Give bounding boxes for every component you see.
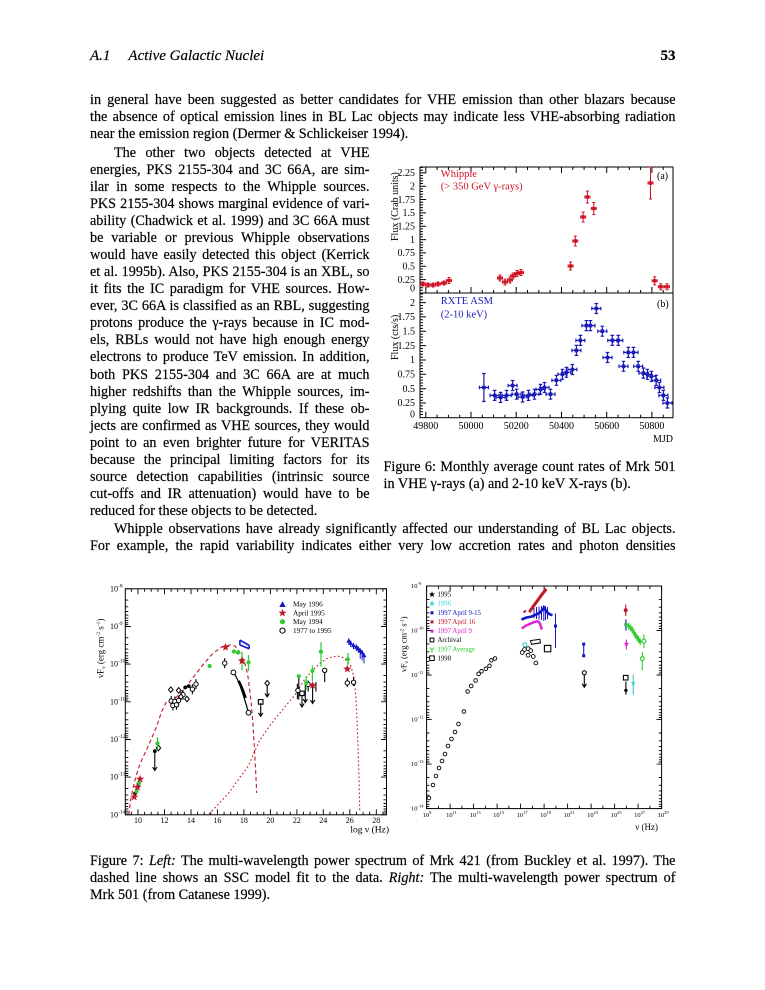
svg-text:MJD: MJD [653, 434, 673, 445]
svg-text:1: 1 [410, 355, 415, 366]
svg-text:Flux (Crab units): Flux (Crab units) [390, 172, 401, 241]
svg-text:May 1994: May 1994 [293, 617, 323, 626]
svg-text:2: 2 [410, 298, 415, 309]
svg-text:1.75: 1.75 [398, 195, 416, 206]
svg-text:Flux (cts/s): Flux (cts/s) [390, 315, 401, 360]
svg-text:Whipple: Whipple [441, 169, 477, 180]
svg-text:50800: 50800 [639, 421, 664, 432]
svg-text:109: 109 [423, 810, 433, 819]
svg-text:0.75: 0.75 [398, 370, 416, 381]
svg-text:1011: 1011 [446, 810, 457, 819]
svg-text:1.5: 1.5 [403, 208, 416, 219]
svg-text:1: 1 [410, 235, 415, 246]
svg-text:Archival: Archival [438, 637, 462, 644]
svg-text:(> 350 GeV γ-rays): (> 350 GeV γ-rays) [441, 182, 523, 193]
svg-text:10: 10 [134, 816, 142, 825]
svg-text:(2-10 keV): (2-10 keV) [441, 310, 488, 321]
svg-text:1025: 1025 [611, 810, 623, 819]
svg-text:50400: 50400 [549, 421, 574, 432]
svg-text:April 1995: April 1995 [293, 609, 325, 618]
svg-text:1997 Average: 1997 Average [438, 646, 475, 653]
svg-text:1017: 1017 [517, 810, 529, 819]
svg-text:10-12: 10-12 [110, 734, 126, 744]
svg-text:10-14: 10-14 [110, 809, 126, 819]
svg-text:16: 16 [213, 816, 221, 825]
svg-text:1997 April 9-15: 1997 April 9-15 [438, 610, 482, 617]
svg-text:1.75: 1.75 [398, 312, 416, 323]
svg-text:1023: 1023 [587, 810, 599, 819]
svg-text:10-10: 10-10 [411, 626, 424, 635]
svg-text:2.25: 2.25 [398, 168, 416, 179]
svg-text:May 1996: May 1996 [293, 600, 323, 609]
svg-text:49800: 49800 [413, 421, 438, 432]
svg-text:10-10: 10-10 [110, 659, 126, 669]
svg-text:1027: 1027 [634, 810, 646, 819]
svg-text:10-9: 10-9 [110, 621, 123, 631]
svg-text:1977 to 1995: 1977 to 1995 [293, 626, 332, 635]
svg-text:14: 14 [187, 816, 195, 825]
svg-text:28: 28 [372, 816, 380, 825]
svg-text:24: 24 [319, 816, 327, 825]
svg-text:0: 0 [410, 409, 415, 420]
svg-text:1019: 1019 [540, 810, 552, 819]
svg-text:18: 18 [240, 816, 248, 825]
svg-text:ν (Hz): ν (Hz) [635, 822, 658, 832]
svg-text:50000: 50000 [459, 421, 484, 432]
svg-text:1.25: 1.25 [398, 221, 416, 232]
svg-text:1021: 1021 [564, 810, 575, 819]
svg-text:(a): (a) [657, 171, 668, 182]
svg-text:1029: 1029 [658, 810, 670, 819]
svg-text:10-14: 10-14 [411, 804, 424, 813]
svg-text:26: 26 [346, 816, 354, 825]
svg-text:0: 0 [410, 284, 415, 295]
svg-text:10-13: 10-13 [411, 759, 424, 768]
svg-text:νFν (erg cm-2 s-1): νFν (erg cm-2 s-1) [399, 616, 410, 672]
svg-text:1997 April 9: 1997 April 9 [438, 628, 473, 635]
svg-text:50600: 50600 [594, 421, 619, 432]
svg-text:0.75: 0.75 [398, 248, 416, 259]
svg-text:1.25: 1.25 [398, 341, 416, 352]
svg-text:1015: 1015 [493, 810, 505, 819]
svg-text:(b): (b) [657, 299, 669, 310]
svg-text:log ν (Hz): log ν (Hz) [350, 825, 389, 836]
svg-text:0.25: 0.25 [398, 398, 416, 409]
svg-text:10-13: 10-13 [110, 772, 126, 782]
svg-text:2: 2 [410, 181, 415, 192]
svg-text:RXTE ASM: RXTE ASM [441, 296, 494, 307]
svg-text:20: 20 [266, 816, 274, 825]
svg-text:10-8: 10-8 [110, 583, 123, 593]
svg-text:22: 22 [293, 816, 301, 825]
svg-text:1997 April 16: 1997 April 16 [438, 619, 476, 626]
svg-text:1995: 1995 [438, 592, 452, 599]
svg-text:50200: 50200 [504, 421, 529, 432]
svg-text:0.5: 0.5 [403, 384, 416, 395]
svg-text:10-11: 10-11 [411, 670, 423, 679]
svg-text:1998: 1998 [438, 656, 452, 663]
svg-text:1996: 1996 [438, 601, 452, 608]
svg-text:0.25: 0.25 [398, 275, 416, 286]
svg-text:1.5: 1.5 [403, 327, 416, 338]
svg-text:1013: 1013 [470, 810, 482, 819]
svg-text:0.5: 0.5 [403, 262, 416, 273]
svg-text:12: 12 [161, 816, 169, 825]
svg-text:νFν (erg cm-2 s-1): νFν (erg cm-2 s-1) [96, 619, 108, 678]
svg-text:10-12: 10-12 [411, 715, 424, 724]
svg-text:10-9: 10-9 [411, 581, 422, 590]
svg-text:10-11: 10-11 [110, 696, 125, 706]
